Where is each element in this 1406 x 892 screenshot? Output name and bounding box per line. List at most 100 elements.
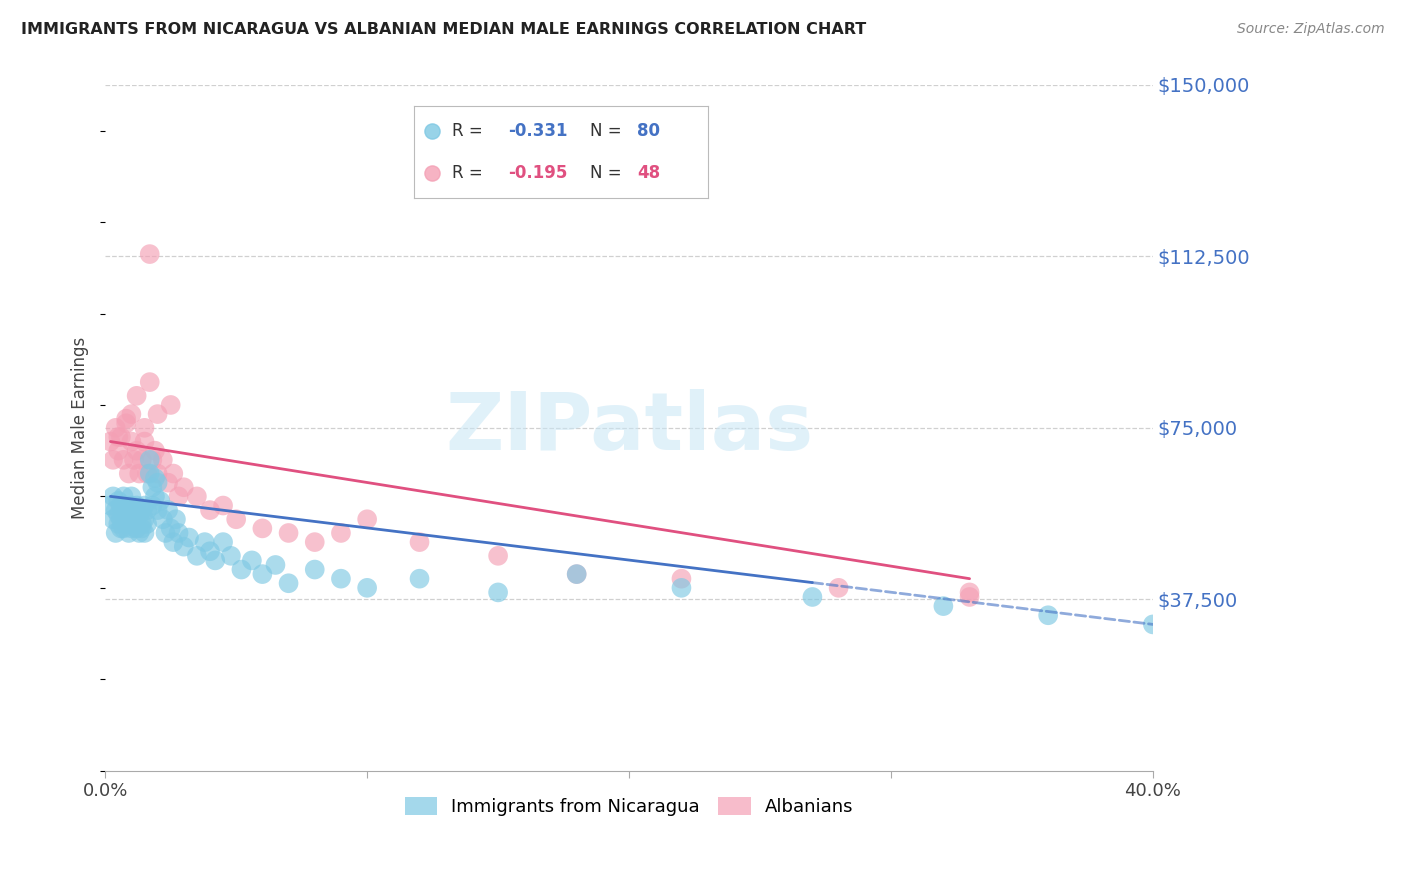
Point: [134, 499, 156, 513]
Point: [125, 499, 148, 513]
Point: [122, 516, 145, 531]
Point: [120, 407, 142, 421]
Point: [100, 434, 122, 449]
Point: [194, 535, 217, 549]
Point: [146, 475, 169, 490]
Point: [104, 421, 127, 435]
Point: [186, 549, 208, 563]
Point: [104, 525, 127, 540]
Point: [101, 512, 124, 526]
Point: [120, 499, 142, 513]
Point: [107, 508, 129, 522]
Point: [139, 467, 162, 481]
Point: [167, 525, 190, 540]
Point: [146, 407, 169, 421]
Point: [408, 535, 430, 549]
Point: [186, 489, 208, 503]
Point: [225, 512, 247, 526]
Point: [134, 512, 156, 526]
Point: [801, 590, 824, 604]
Point: [112, 452, 135, 467]
Point: [252, 567, 274, 582]
Point: [162, 535, 184, 549]
Point: [107, 516, 129, 531]
Point: [118, 467, 141, 481]
Point: [118, 508, 141, 522]
Point: [134, 434, 156, 449]
Point: [1142, 617, 1164, 632]
Point: [101, 452, 124, 467]
Point: [173, 540, 195, 554]
Point: [304, 535, 326, 549]
Point: [112, 489, 135, 503]
Point: [136, 516, 159, 531]
Point: [157, 503, 180, 517]
Point: [128, 508, 150, 522]
Point: [204, 553, 226, 567]
Y-axis label: Median Male Earnings: Median Male Earnings: [72, 336, 89, 519]
Point: [212, 535, 235, 549]
Point: [143, 443, 166, 458]
Point: [143, 489, 166, 503]
Point: [155, 525, 177, 540]
Point: [120, 489, 142, 503]
Point: [125, 512, 148, 526]
Point: [107, 430, 129, 444]
Point: [115, 499, 138, 513]
Point: [157, 475, 180, 490]
Point: [125, 443, 148, 458]
Point: [304, 562, 326, 576]
Point: [134, 421, 156, 435]
Text: Source: ZipAtlas.com: Source: ZipAtlas.com: [1237, 22, 1385, 37]
Point: [125, 521, 148, 535]
Point: [136, 503, 159, 517]
Point: [329, 525, 352, 540]
Point: [131, 516, 153, 531]
Point: [827, 581, 849, 595]
Point: [143, 471, 166, 485]
Point: [959, 585, 981, 599]
Point: [139, 452, 162, 467]
Point: [115, 411, 138, 425]
Point: [146, 467, 169, 481]
Point: [277, 576, 299, 591]
Point: [118, 512, 141, 526]
Text: IMMIGRANTS FROM NICARAGUA VS ALBANIAN MEDIAN MALE EARNINGS CORRELATION CHART: IMMIGRANTS FROM NICARAGUA VS ALBANIAN ME…: [21, 22, 866, 37]
Point: [110, 430, 132, 444]
Point: [486, 549, 509, 563]
Point: [107, 443, 129, 458]
Point: [100, 499, 122, 513]
Point: [139, 247, 162, 261]
Point: [329, 572, 352, 586]
Point: [101, 489, 124, 503]
Point: [264, 558, 287, 572]
Point: [486, 585, 509, 599]
Point: [115, 416, 138, 430]
Point: [356, 581, 378, 595]
Legend: Immigrants from Nicaragua, Albanians: Immigrants from Nicaragua, Albanians: [398, 789, 860, 823]
Point: [139, 375, 162, 389]
Point: [110, 512, 132, 526]
Point: [128, 525, 150, 540]
Point: [198, 503, 221, 517]
Point: [120, 512, 142, 526]
Point: [141, 452, 163, 467]
Point: [959, 590, 981, 604]
Point: [110, 499, 132, 513]
Point: [219, 549, 242, 563]
Point: [122, 503, 145, 517]
Point: [231, 562, 253, 576]
Text: ZIPatlas: ZIPatlas: [444, 389, 813, 467]
Point: [146, 503, 169, 517]
Point: [165, 512, 187, 526]
Point: [252, 521, 274, 535]
Point: [128, 467, 150, 481]
Point: [212, 499, 235, 513]
Point: [159, 521, 181, 535]
Point: [565, 567, 588, 582]
Point: [149, 494, 172, 508]
Point: [110, 521, 132, 535]
Point: [112, 521, 135, 535]
Point: [671, 581, 693, 595]
Point: [152, 512, 174, 526]
